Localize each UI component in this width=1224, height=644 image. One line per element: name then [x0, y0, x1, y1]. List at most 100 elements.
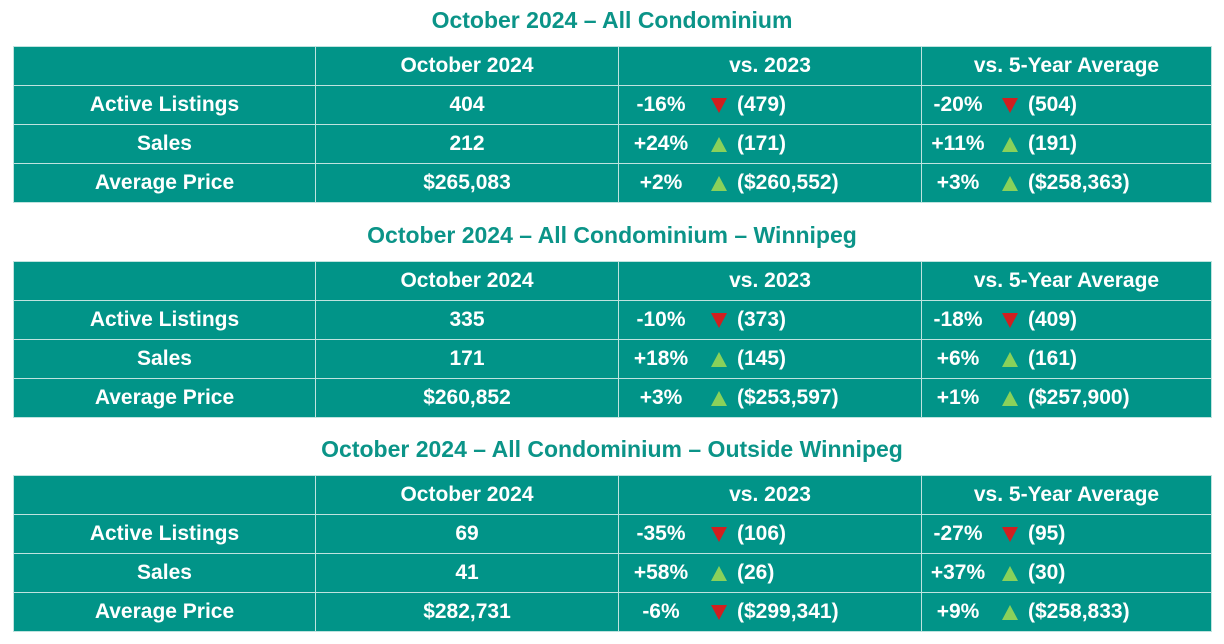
vs-avg-pct: -18%	[933, 308, 983, 331]
header-cell-empty	[13, 46, 316, 86]
vs-avg-pct: +3%	[936, 171, 980, 194]
vs-prev-ref: (373)	[737, 308, 787, 331]
vs-prev-cell: -10% (373)	[618, 300, 922, 340]
vs-avg-pct: +6%	[936, 347, 980, 370]
table-row-sales: Sales 171 +18% (145) +6% (161)	[13, 339, 1212, 379]
row-label: Active Listings	[13, 514, 316, 554]
trend-up-icon	[1002, 565, 1018, 581]
vs-avg-ref: (161)	[1028, 347, 1078, 370]
vs-avg-cell: +3% ($258,363)	[921, 163, 1212, 203]
vs-prev-cell: +18% (145)	[618, 339, 922, 379]
stats-table-winnipeg: October 2024 vs. 2023 vs. 5-Year Average…	[13, 261, 1212, 418]
vs-prev-ref: (26)	[737, 561, 775, 584]
vs-avg-cell: +1% ($257,900)	[921, 378, 1212, 418]
table-header-row: October 2024 vs. 2023 vs. 5-Year Average	[13, 261, 1212, 301]
row-value: 335	[315, 300, 619, 340]
vs-prev-cell: +3% ($253,597)	[618, 378, 922, 418]
vs-prev-cell: +2% ($260,552)	[618, 163, 922, 203]
vs-avg-pct: +11%	[931, 132, 985, 155]
trend-up-icon	[1002, 175, 1018, 191]
table-row-average-price: Average Price $260,852 +3% ($253,597) +1…	[13, 378, 1212, 418]
row-value: $282,731	[315, 592, 619, 632]
trend-down-icon	[1002, 526, 1018, 542]
trend-up-icon	[711, 390, 727, 406]
row-label: Average Price	[13, 163, 316, 203]
vs-prev-pct: +18%	[633, 347, 689, 370]
row-value: 41	[315, 553, 619, 593]
vs-avg-ref: (191)	[1028, 132, 1078, 155]
vs-prev-pct: -35%	[636, 522, 686, 545]
trend-down-icon	[1002, 312, 1018, 328]
vs-avg-pct: +9%	[936, 600, 980, 623]
section-title-winnipeg: October 2024 – All Condominium – Winnipe…	[367, 222, 857, 248]
table-row-sales: Sales 212 +24% (171) +11% (191)	[13, 124, 1212, 164]
header-cell-current: October 2024	[315, 46, 619, 86]
row-label: Active Listings	[13, 300, 316, 340]
row-label: Average Price	[13, 378, 316, 418]
vs-avg-cell: +6% (161)	[921, 339, 1212, 379]
trend-up-icon	[711, 136, 727, 152]
vs-prev-cell: -35% (106)	[618, 514, 922, 554]
row-value: $265,083	[315, 163, 619, 203]
row-label: Active Listings	[13, 85, 316, 125]
vs-avg-ref: ($257,900)	[1028, 386, 1130, 409]
vs-prev-cell: -6% ($299,341)	[618, 592, 922, 632]
header-cell-vs-avg: vs. 5-Year Average	[921, 46, 1212, 86]
vs-avg-cell: +11% (191)	[921, 124, 1212, 164]
header-cell-vs-prev: vs. 2023	[618, 46, 922, 86]
header-cell-vs-prev: vs. 2023	[618, 475, 922, 515]
trend-down-icon	[711, 526, 727, 542]
header-cell-current: October 2024	[315, 261, 619, 301]
trend-down-icon	[1002, 97, 1018, 113]
trend-up-icon	[1002, 136, 1018, 152]
vs-avg-cell: +9% ($258,833)	[921, 592, 1212, 632]
row-value: 404	[315, 85, 619, 125]
section-title-outside-winnipeg: October 2024 – All Condominium – Outside…	[321, 436, 903, 462]
trend-up-icon	[1002, 604, 1018, 620]
trend-up-icon	[1002, 351, 1018, 367]
trend-up-icon	[711, 175, 727, 191]
row-value: $260,852	[315, 378, 619, 418]
vs-avg-ref: ($258,833)	[1028, 600, 1130, 623]
vs-avg-ref: (95)	[1028, 522, 1066, 545]
table-row-active-listings: Active Listings 404 -16% (479) -20% (504…	[13, 85, 1212, 125]
vs-avg-cell: -20% (504)	[921, 85, 1212, 125]
vs-avg-pct: +37%	[930, 561, 986, 584]
vs-prev-pct: +24%	[633, 132, 689, 155]
table-row-average-price: Average Price $282,731 -6% ($299,341) +9…	[13, 592, 1212, 632]
header-cell-vs-avg: vs. 5-Year Average	[921, 261, 1212, 301]
trend-up-icon	[711, 351, 727, 367]
vs-avg-ref: (409)	[1028, 308, 1078, 331]
trend-up-icon	[711, 565, 727, 581]
vs-avg-pct: +1%	[936, 386, 980, 409]
vs-avg-ref: ($258,363)	[1028, 171, 1130, 194]
row-label: Sales	[13, 124, 316, 164]
row-value: 212	[315, 124, 619, 164]
table-header-row: October 2024 vs. 2023 vs. 5-Year Average	[13, 46, 1212, 86]
row-value: 171	[315, 339, 619, 379]
header-cell-empty	[13, 475, 316, 515]
vs-prev-ref: (106)	[737, 522, 787, 545]
vs-prev-ref: ($260,552)	[737, 171, 839, 194]
table-row-sales: Sales 41 +58% (26) +37% (30)	[13, 553, 1212, 593]
header-cell-empty	[13, 261, 316, 301]
vs-prev-pct: -16%	[636, 93, 686, 116]
vs-prev-ref: ($253,597)	[737, 386, 839, 409]
vs-prev-ref: (145)	[737, 347, 787, 370]
trend-down-icon	[711, 97, 727, 113]
vs-avg-ref: (30)	[1028, 561, 1066, 584]
vs-prev-ref: (479)	[737, 93, 787, 116]
row-label: Sales	[13, 339, 316, 379]
table-header-row: October 2024 vs. 2023 vs. 5-Year Average	[13, 475, 1212, 515]
vs-prev-cell: +58% (26)	[618, 553, 922, 593]
vs-prev-pct: +58%	[633, 561, 689, 584]
vs-avg-cell: +37% (30)	[921, 553, 1212, 593]
trend-up-icon	[1002, 390, 1018, 406]
header-cell-vs-prev: vs. 2023	[618, 261, 922, 301]
row-value: 69	[315, 514, 619, 554]
vs-avg-pct: -20%	[933, 93, 983, 116]
table-row-active-listings: Active Listings 69 -35% (106) -27% (95)	[13, 514, 1212, 554]
vs-prev-pct: +2%	[639, 171, 683, 194]
stats-table-outside-winnipeg: October 2024 vs. 2023 vs. 5-Year Average…	[13, 475, 1212, 632]
vs-prev-pct: +3%	[639, 386, 683, 409]
